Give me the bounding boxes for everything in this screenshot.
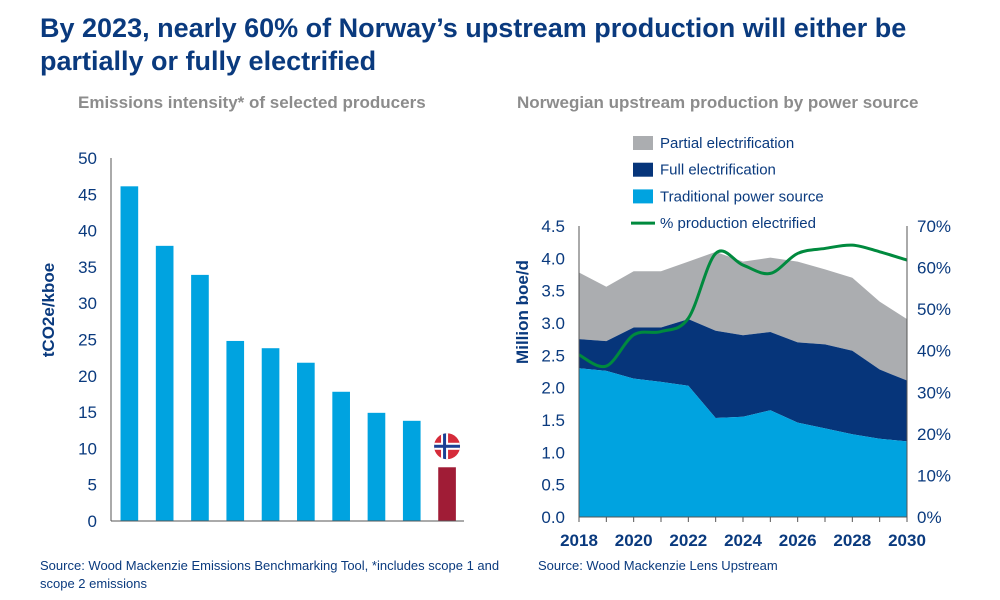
- y2-tick-label: 10%: [917, 466, 951, 485]
- right-source-note: Source: Wood Mackenzie Lens Upstream: [538, 558, 778, 573]
- area-traditional: [579, 368, 907, 517]
- y2-tick-label: 70%: [917, 217, 951, 236]
- left-source-note: Source: Wood Mackenzie Emissions Benchma…: [40, 558, 500, 591]
- area-partial-electrification: [579, 251, 907, 381]
- y-axis-label: Million boe/d: [513, 260, 532, 364]
- flag-blue-h: [434, 444, 461, 448]
- bar: [191, 274, 209, 521]
- y-tick-label: 3.0: [541, 314, 565, 333]
- y-tick-label: 0.5: [541, 476, 565, 495]
- y-tick-label: 30: [78, 294, 97, 313]
- y2-tick-label: 30%: [917, 383, 951, 402]
- x-tick-label: 2026: [779, 531, 817, 550]
- bar: [297, 362, 315, 521]
- legend-label: Partial electrification: [660, 135, 794, 152]
- legend-swatch: [633, 136, 653, 150]
- bar: [402, 420, 421, 521]
- x-tick-label: 2020: [615, 531, 653, 550]
- y-tick-label: 1.0: [541, 443, 565, 462]
- flag-body: [434, 433, 461, 460]
- page-title: By 2023, nearly 60% of Norway’s upstream…: [40, 13, 907, 76]
- y2-tick-label: 20%: [917, 425, 951, 444]
- y-tick-label: 50: [78, 149, 97, 168]
- legend-label: Full electrification: [660, 162, 776, 179]
- y-tick-label: 0.0: [541, 508, 565, 527]
- legend-swatch: [633, 189, 653, 204]
- legend-label: Traditional power source: [660, 188, 824, 205]
- y-axis-label: tCO2e/kboe: [39, 263, 58, 357]
- left-chart-title: Emissions intensity* of selected produce…: [78, 93, 426, 112]
- y-tick-label: 4.5: [541, 217, 565, 236]
- y-tick-label: 35: [78, 258, 97, 277]
- y-tick-label: 20: [78, 367, 97, 386]
- area-full-electrification: [579, 319, 907, 442]
- y-tick-label: 3.5: [541, 282, 565, 301]
- y-tick-label: 2.5: [541, 346, 565, 365]
- y-tick-label: 10: [78, 439, 97, 458]
- x-tick-label: 2030: [888, 531, 926, 550]
- y2-tick-label: 40%: [917, 342, 951, 361]
- y2-tick-label: 0%: [917, 508, 942, 527]
- bar: [332, 391, 350, 521]
- bar: [120, 186, 139, 521]
- legend-label: % production electrified: [660, 215, 816, 232]
- y-tick-label: 15: [78, 403, 97, 422]
- bar: [261, 348, 280, 521]
- y-tick-label: 5: [88, 476, 97, 495]
- line-percent-electrified: [578, 243, 908, 369]
- y-tick-label: 40: [78, 222, 97, 241]
- bar: [155, 245, 174, 521]
- y-tick-label: 1.5: [541, 411, 565, 430]
- x-tick-label: 2022: [669, 531, 707, 550]
- y-tick-label: 25: [78, 331, 97, 350]
- x-tick-label: 2028: [833, 531, 871, 550]
- y-tick-label: 4.0: [541, 249, 565, 268]
- legend-swatch: [633, 162, 653, 177]
- y-tick-label: 2.0: [541, 379, 565, 398]
- y2-tick-label: 60%: [917, 259, 951, 278]
- y-tick-label: 45: [78, 185, 97, 204]
- x-tick-label: 2024: [724, 531, 762, 550]
- y2-tick-label: 50%: [917, 300, 951, 319]
- x-tick-label: 2018: [560, 531, 598, 550]
- norway-flag-icon: [434, 433, 461, 460]
- bar: [438, 467, 456, 521]
- bar: [367, 412, 386, 521]
- bar: [226, 340, 245, 521]
- y-tick-label: 0: [88, 512, 97, 531]
- right-chart-title: Norwegian upstream production by power s…: [517, 93, 919, 112]
